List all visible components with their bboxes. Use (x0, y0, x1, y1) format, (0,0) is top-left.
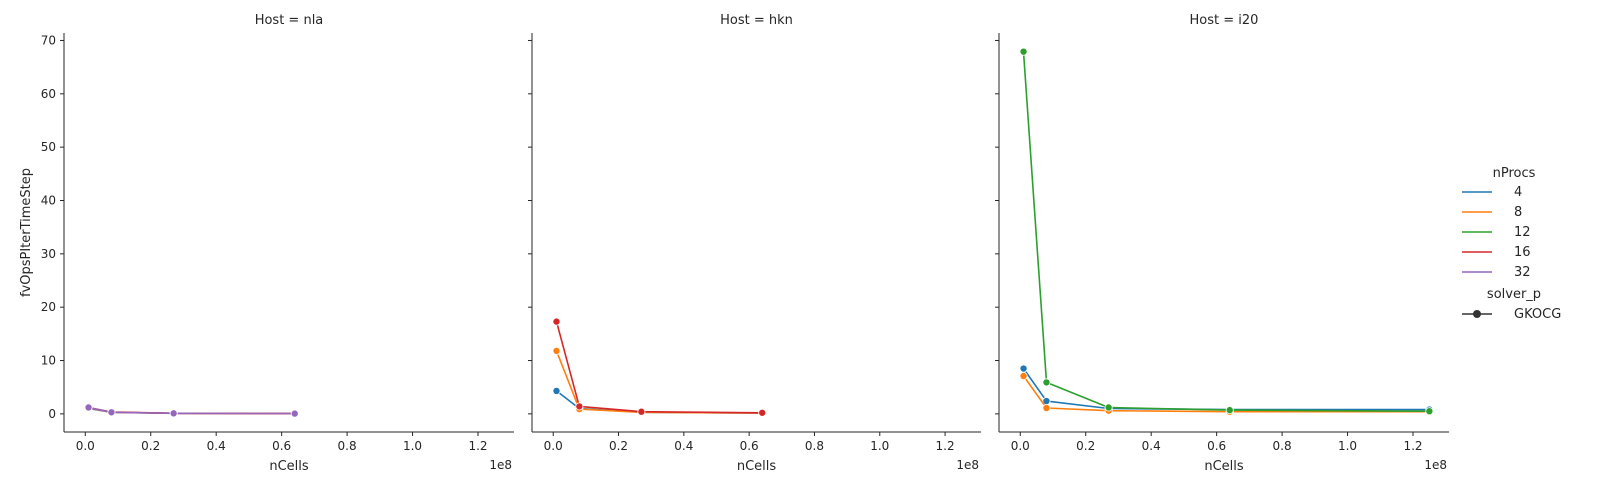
legend-label-nprocs-32: 32 (1514, 265, 1531, 280)
x-axis-label: nCells (269, 459, 309, 474)
x-tick-label: 1.0 (1338, 439, 1357, 453)
series-line-nprocs-8 (555, 350, 763, 414)
data-point-nprocs-16 (575, 402, 584, 411)
x-tick-label: 0.4 (674, 439, 693, 453)
panel-title: Host = hkn (720, 13, 793, 28)
x-tick-label: 0.6 (740, 439, 759, 453)
data-point-nprocs-16 (637, 407, 646, 416)
x-tick-label: 0.2 (1076, 439, 1095, 453)
y-tick-label: 50 (41, 140, 56, 154)
data-point-nprocs-12 (1042, 378, 1051, 387)
legend-style-marker (1473, 310, 1481, 318)
data-point-nprocs-8 (552, 346, 561, 355)
data-point-nprocs-8 (1042, 403, 1051, 412)
panel-title: Host = nla (255, 13, 324, 28)
y-axis-label: fvOpsPIterTimeStep (19, 168, 34, 297)
series-line-nprocs-12 (1022, 51, 1430, 413)
legend-label-nprocs-12: 12 (1514, 225, 1531, 240)
x-tick-label: 0.4 (1142, 439, 1161, 453)
panel-2: Host = hkn 0.0 0.2 0.4 0.6 0.8 1.0 1.2 nCells 1e8 (528, 13, 981, 474)
legend: nProcs 4 8 12 16 32 solver_p GKOCG (1462, 166, 1561, 322)
y-tick-label: 20 (41, 300, 56, 314)
panel-3: Host = i20 0.0 0.2 0.4 0.6 0.8 1.0 1.2 nCells 1e8 (995, 13, 1449, 474)
x-tick-label: 0.0 (1011, 439, 1030, 453)
x-tick-label: 0.8 (1273, 439, 1292, 453)
y-tick-label: 30 (41, 247, 56, 261)
data-point-nprocs-12 (1019, 47, 1028, 56)
series-line-nprocs-32 (88, 406, 295, 415)
data-point-nprocs-16 (758, 408, 767, 417)
x-tick-label: 0.0 (544, 439, 563, 453)
x-tick-label: 1.0 (870, 439, 889, 453)
y-tick-label: 70 (41, 33, 56, 47)
y-tick-label: 0 (48, 407, 56, 421)
x-tick-label: 1.2 (936, 439, 955, 453)
x-tick-label: 1.2 (1403, 439, 1422, 453)
legend-label-nprocs-8: 8 (1514, 205, 1522, 220)
y-tick-label: 60 (41, 87, 56, 101)
x-tick-label: 0.6 (272, 439, 291, 453)
data-point-nprocs-12 (1425, 407, 1434, 416)
legend-label-nprocs-4: 4 (1514, 185, 1522, 200)
data-point-nprocs-12 (1104, 403, 1113, 412)
x-tick-label: 0.4 (207, 439, 226, 453)
series-line-nprocs-4 (1022, 368, 1430, 411)
panel-title: Host = i20 (1190, 13, 1259, 28)
data-point-nprocs-32 (290, 409, 299, 418)
data-point-nprocs-4 (1019, 364, 1028, 373)
x-tick-label: 0.0 (76, 439, 95, 453)
x-axis-label: nCells (737, 459, 777, 474)
data-point-nprocs-4 (552, 386, 561, 395)
y-tick-label: 40 (41, 193, 56, 207)
y-tick-label: 10 (41, 354, 56, 368)
legend-style-label: GKOCG (1514, 307, 1561, 322)
data-point-nprocs-32 (84, 403, 93, 412)
x-offset-text: 1e8 (489, 458, 512, 472)
legend-style-title: solver_p (1487, 287, 1541, 302)
x-offset-text: 1e8 (956, 458, 979, 472)
x-tick-label: 1.0 (403, 439, 422, 453)
data-point-nprocs-12 (1225, 406, 1234, 415)
legend-label-nprocs-16: 16 (1514, 245, 1531, 260)
data-point-nprocs-16 (552, 317, 561, 326)
x-offset-text: 1e8 (1424, 458, 1447, 472)
panel-1: Host = nla 0 10 20 30 40 50 60 70 0.0 0.2 0.4 0.6 0.8… (41, 13, 514, 474)
data-point-nprocs-32 (169, 409, 178, 418)
legend-hue-title: nProcs (1493, 166, 1536, 181)
x-tick-label: 1.2 (468, 439, 487, 453)
data-point-nprocs-8 (1019, 371, 1028, 380)
x-tick-label: 0.8 (805, 439, 824, 453)
x-axis-label: nCells (1204, 459, 1244, 474)
x-tick-label: 0.6 (1207, 439, 1226, 453)
series-line-nprocs-16 (555, 321, 763, 414)
x-tick-label: 0.2 (609, 439, 628, 453)
x-tick-label: 0.8 (338, 439, 357, 453)
data-point-nprocs-32 (107, 408, 116, 417)
x-tick-label: 0.2 (141, 439, 160, 453)
